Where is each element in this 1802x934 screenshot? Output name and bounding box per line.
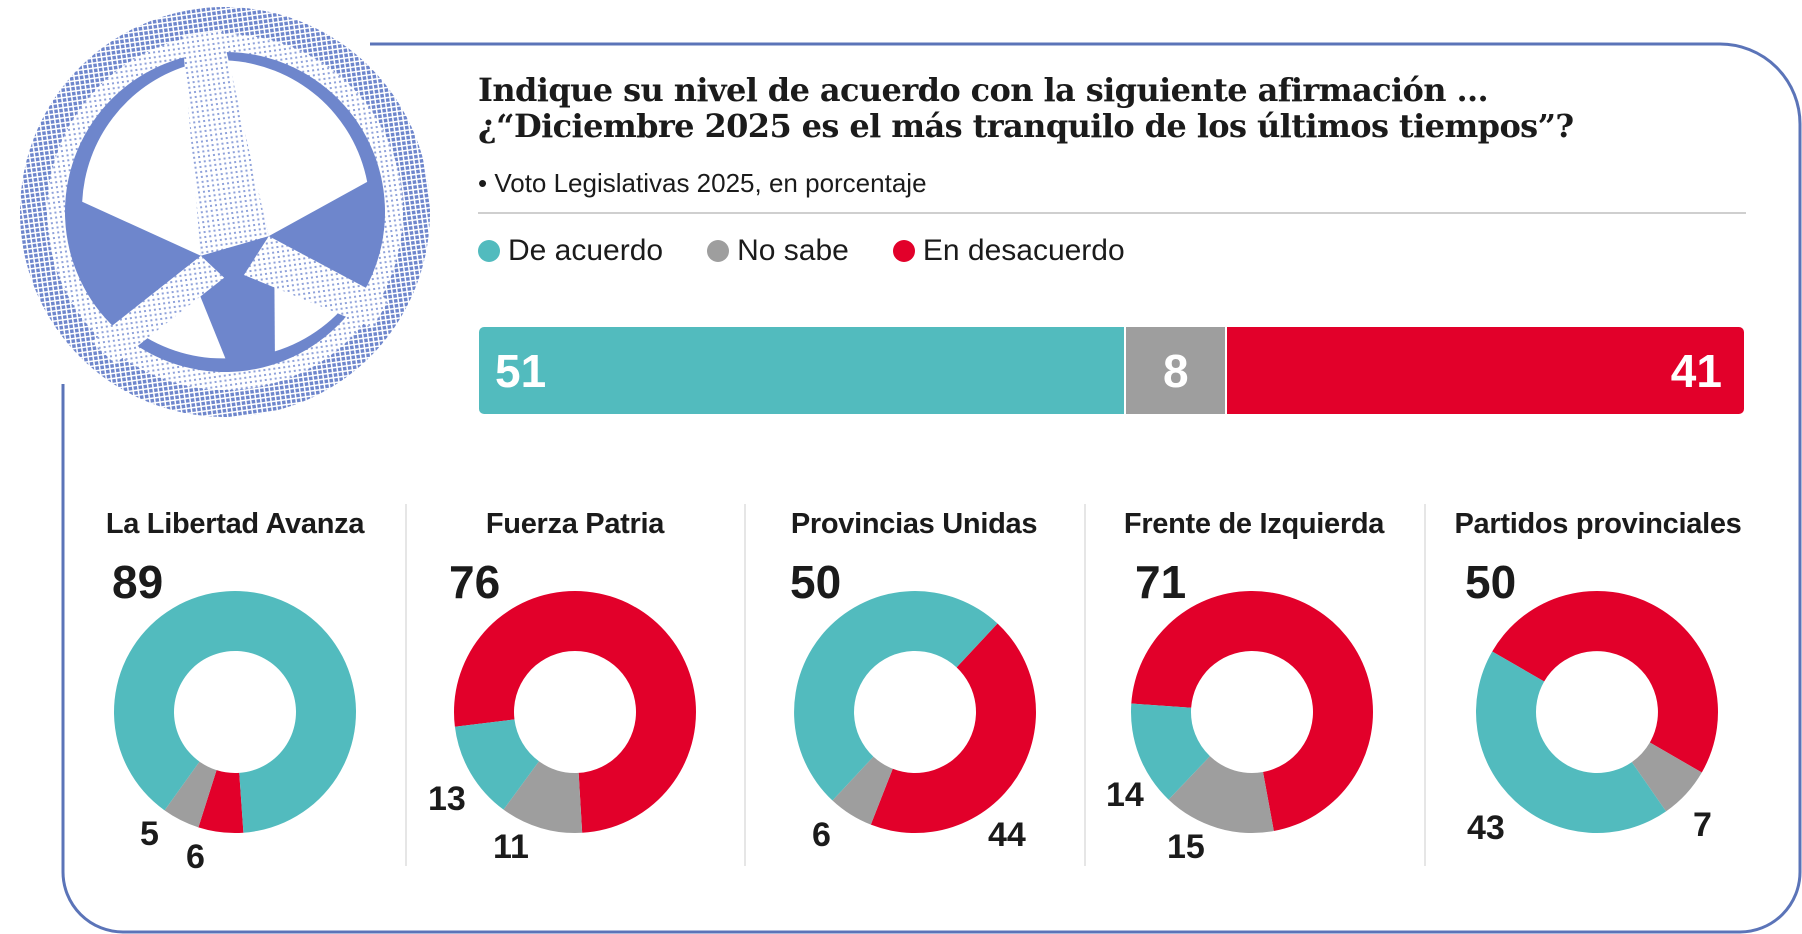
legend-swatch-de-acuerdo <box>478 240 500 262</box>
title-line-1: Indique su nivel de acuerdo con la sigui… <box>478 71 1489 109</box>
donut-segment-label: 6 <box>186 838 205 876</box>
donut-headline-value: 76 <box>449 556 500 608</box>
donut-segment-de-acuerdo <box>113 591 356 833</box>
donut-segment-de-acuerdo <box>794 591 998 801</box>
donut-partidos-provinciales: 50 43 7 <box>1465 556 1719 847</box>
legend-label: En desacuerdo <box>922 234 1125 267</box>
legend-item-de-acuerdo: De acuerdo <box>478 234 663 268</box>
donut-headline-value: 50 <box>790 556 841 608</box>
column-divider <box>1424 504 1426 866</box>
bar-label-no-sabe: 8 <box>1162 344 1189 397</box>
donut-segment-label: 5 <box>140 815 159 853</box>
column-divider <box>1084 504 1086 866</box>
legend: De acuerdo No sabe En desacuerdo <box>478 234 1125 268</box>
legend-label: De acuerdo <box>508 234 664 267</box>
donut-segment-no-sabe <box>832 756 893 825</box>
donut-segment-label: 15 <box>1167 828 1205 866</box>
party-name: La Libertad Avanza <box>105 508 365 540</box>
donut-headline-value: 71 <box>1135 556 1186 608</box>
donut-segment-no-sabe <box>503 761 583 834</box>
donut-segment-no-sabe <box>164 761 217 828</box>
bar-label-de-acuerdo: 51 <box>495 344 547 397</box>
donut-segment-label: 14 <box>1106 776 1144 814</box>
header-divider <box>478 212 1746 214</box>
donut-segment-en-desacuerdo <box>870 623 1036 833</box>
column-divider <box>405 504 407 866</box>
donut-provincias-unidas: 50 6 44 <box>790 556 1036 854</box>
party-name: Fuerza Patria <box>485 508 665 540</box>
donut-fuerza-patria: 76 13 11 <box>428 556 696 866</box>
donut-segment-label: 7 <box>1693 806 1712 844</box>
party-name: Partidos provinciales <box>1454 508 1742 540</box>
legend-swatch-no-sabe <box>707 240 730 262</box>
legend-label: No sabe <box>737 234 849 267</box>
donut-segment-no-sabe <box>1631 742 1702 812</box>
party-name: Frente de Izquierda <box>1123 508 1385 540</box>
donut-segment-en-desacuerdo <box>198 770 244 833</box>
donut-segment-label: 11 <box>493 828 529 866</box>
bar-segment-no-sabe: 8 <box>1124 327 1226 414</box>
peace-symbol-icon <box>19 6 430 417</box>
title-line-2: ¿“Diciembre 2025 es el más tranquilo de … <box>478 107 1574 145</box>
donut-segment-en-desacuerdo <box>1492 590 1719 773</box>
donut-segment-de-acuerdo <box>1131 703 1210 800</box>
donut-headline-value: 50 <box>1465 556 1516 608</box>
legend-swatch-en-desacuerdo <box>892 240 915 262</box>
donut-segment-label: 13 <box>428 780 466 818</box>
donut-segment-de-acuerdo <box>454 719 539 810</box>
frame-border-path <box>61 42 1802 934</box>
donut-segment-no-sabe <box>1168 756 1274 833</box>
party-name: Provincias Unidas <box>790 508 1038 540</box>
donut-segment-de-acuerdo <box>1476 651 1667 833</box>
column-divider <box>744 504 746 866</box>
legend-item-en-desacuerdo: En desacuerdo <box>892 234 1125 268</box>
bar-segment-en-desacuerdo: 41 <box>1225 327 1744 414</box>
legend-item-no-sabe: No sabe <box>707 234 849 268</box>
stacked-bar-total: 51 8 41 <box>479 327 1744 414</box>
chart-title: Indique su nivel de acuerdo con la sigui… <box>478 72 1574 144</box>
chart-subtitle: • Voto Legislativas 2025, en porcentaje <box>478 168 927 198</box>
donut-headline-value: 89 <box>112 556 163 608</box>
donut-segment-label: 44 <box>988 816 1026 854</box>
donut-segment-label: 43 <box>1467 809 1505 847</box>
donut-la-libertad-avanza: 89 56 <box>112 556 356 876</box>
donut-segment-en-desacuerdo <box>454 591 696 833</box>
donut-frente-de-izquierda: 71 14 15 <box>1106 556 1374 866</box>
bar-label-en-desacuerdo: 41 <box>1670 344 1722 397</box>
bar-segment-de-acuerdo: 51 <box>479 327 1125 414</box>
donut-segment-label: 6 <box>812 816 831 854</box>
donut-segment-en-desacuerdo <box>1131 590 1374 832</box>
